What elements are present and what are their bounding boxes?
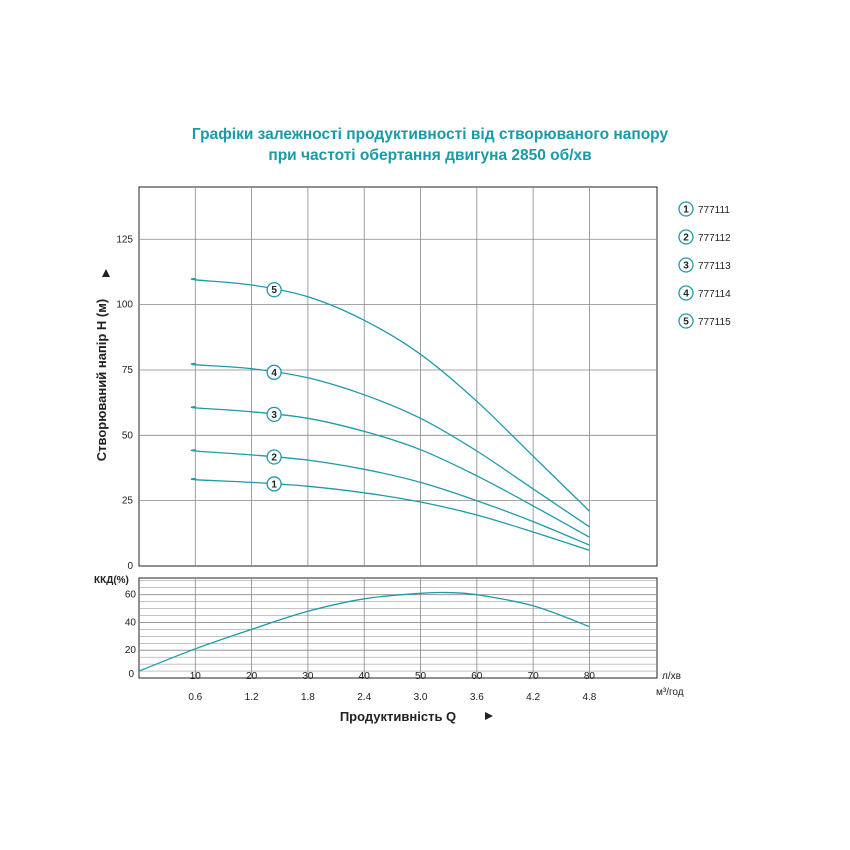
origin-zero-label: 0: [128, 669, 134, 680]
head-curve-5: [190, 277, 590, 512]
x-tick-label-m3h: 1.2: [245, 692, 259, 703]
head-y-tick-label: 50: [122, 430, 134, 441]
x-tick-label-m3h: 3.0: [414, 692, 428, 703]
efficiency-curve-group: [138, 591, 590, 672]
head-y-tick-label: 75: [122, 365, 134, 376]
legend-marker: [678, 201, 694, 217]
efficiency-chart-grid: 20 40 60 0: [125, 577, 658, 680]
y-axis-arrow-icon: [102, 269, 110, 277]
efficiency-curve: [138, 591, 590, 672]
chart-title-line-2: при частоті обертання двигуна 2850 об/хв: [268, 147, 592, 164]
x-tick-label-lpm: 20: [246, 671, 258, 682]
head-curve-1: [190, 477, 590, 551]
chart-title: Графіки залежності продуктивності від ст…: [0, 124, 850, 166]
head-y-tick-label: 100: [116, 300, 133, 311]
head-y-tick-label: 25: [122, 496, 134, 507]
efficiency-y-tick-label: 40: [125, 617, 137, 628]
curve-marker-1: [266, 476, 282, 492]
chart-title-line-1: Графіки залежності продуктивності від ст…: [191, 126, 669, 143]
legend-entry-label: 777111: [698, 205, 730, 216]
axis-labels: 10 20 30 40 50 60 70 800.6 1.2 1.8 2.4 3.0 3.6 4.2 4.8…: [94, 269, 684, 724]
legend-entry-label: 777115: [698, 317, 731, 328]
x-tick-label-m3h: 3.6: [470, 692, 484, 703]
curve-marker-5: [266, 282, 282, 298]
curve-marker-label: 4: [271, 368, 277, 379]
x-unit-secondary: м³/год: [656, 687, 684, 698]
curve-marker-label: 3: [271, 410, 277, 421]
efficiency-y-tick-label: 60: [125, 590, 137, 601]
curve-marker-3: [266, 406, 282, 423]
curve-marker-label: 2: [271, 453, 277, 464]
x-tick-label-lpm: 80: [584, 671, 596, 682]
legend-marker: [678, 257, 694, 273]
x-unit-primary: л/хв: [662, 671, 681, 682]
curve-marker-label: 1: [271, 479, 277, 490]
y-axis-title: Створюваний напір Н (м): [94, 299, 109, 461]
legend-marker-label: 3: [683, 261, 689, 272]
legend-marker-label: 4: [683, 289, 689, 300]
x-tick-label-lpm: 40: [359, 671, 371, 682]
x-tick-label-m3h: 0.6: [188, 692, 202, 703]
legend-marker: [678, 285, 694, 301]
legend-entry-label: 777113: [698, 261, 731, 272]
legend: 1 777111 2 777112 3 777113 4 777114 5 777115: [678, 201, 731, 329]
x-axis-arrow-icon: [485, 712, 493, 720]
head-chart-frame: [138, 186, 658, 567]
efficiency-y-label: ККД(%): [94, 575, 129, 586]
x-axis-title: Продуктивність Q: [340, 709, 456, 724]
head-curve-3: [190, 405, 590, 538]
head-y-tick-label: 0: [127, 561, 133, 572]
x-tick-label-lpm: 60: [471, 671, 483, 682]
legend-marker-label: 2: [683, 233, 689, 244]
curve-marker-label: 5: [271, 285, 277, 296]
legend-marker: [678, 313, 694, 329]
x-tick-label-lpm: 70: [528, 671, 540, 682]
efficiency-chart-frame: [138, 577, 658, 679]
x-tick-label-m3h: 4.2: [526, 692, 540, 703]
head-curves: 1 2 3 4 5: [190, 277, 590, 551]
head-curve-2: [190, 449, 590, 546]
x-tick-label-lpm: 50: [415, 671, 427, 682]
legend-marker-label: 1: [683, 205, 689, 216]
curve-marker-4: [266, 364, 282, 380]
curve-marker-2: [266, 449, 282, 465]
x-tick-label-m3h: 4.8: [582, 692, 596, 703]
x-tick-label-lpm: 10: [190, 671, 202, 682]
head-y-tick-label: 125: [116, 234, 133, 245]
x-tick-label-m3h: 2.4: [357, 692, 371, 703]
efficiency-y-tick-label: 20: [125, 645, 137, 656]
x-tick-label-m3h: 1.8: [301, 692, 315, 703]
legend-entry-label: 777114: [698, 289, 731, 300]
head-curve-4: [190, 362, 590, 528]
legend-marker: [678, 229, 694, 245]
legend-marker-label: 5: [683, 317, 689, 328]
x-tick-label-lpm: 30: [302, 671, 314, 682]
legend-entry-label: 777112: [698, 233, 731, 244]
